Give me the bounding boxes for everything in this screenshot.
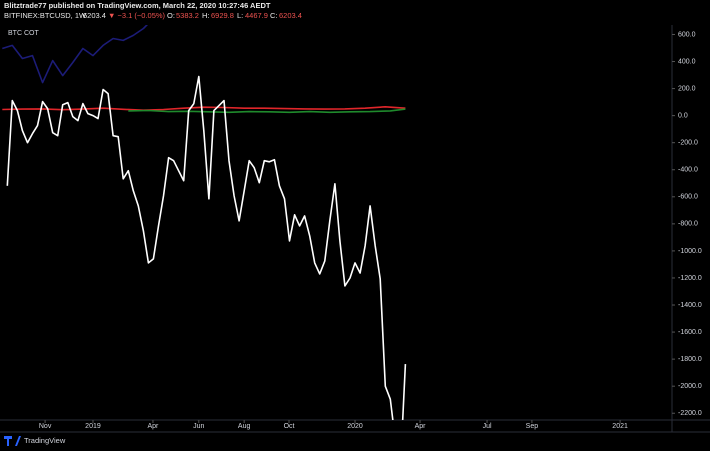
x-tick-label: Oct <box>284 423 295 430</box>
pane-title: BTC COT <box>8 30 39 37</box>
low: 4467.9 <box>245 11 268 20</box>
price-change: ▼ −3.1 (−0.05%) <box>108 11 166 20</box>
x-tick-label: 2021 <box>612 423 628 430</box>
high-label: H: <box>202 11 210 20</box>
open: 5383.2 <box>176 11 199 20</box>
y-tick-label: 0.0 <box>678 112 688 119</box>
y-tick-label: -1600.0 <box>678 329 702 336</box>
y-tick-label: -400.0 <box>678 167 698 174</box>
x-tick-label: Apr <box>147 423 159 430</box>
x-tick-label: 2019 <box>85 423 101 430</box>
close: 6203.4 <box>279 11 302 20</box>
x-tick-label: Nov <box>39 423 52 430</box>
high: 6929.8 <box>211 11 234 20</box>
y-tick-label: 400.0 <box>678 58 696 65</box>
x-tick-label: Jun <box>193 423 204 430</box>
y-tick-label: -1400.0 <box>678 302 702 309</box>
series-line <box>2 25 148 84</box>
y-tick-label: 600.0 <box>678 31 696 38</box>
publish-info: Blitztrade77 published on TradingView.co… <box>4 1 271 10</box>
series-line <box>128 108 406 114</box>
y-tick-label: -1200.0 <box>678 275 702 282</box>
y-tick-label: -1000.0 <box>678 248 702 255</box>
y-tick-label: -2000.0 <box>678 383 702 390</box>
logo <box>4 436 21 446</box>
x-tick-label: Jul <box>483 423 492 430</box>
y-tick-label: -600.0 <box>678 194 698 201</box>
series-line <box>6 75 407 420</box>
y-tick-label: -200.0 <box>678 140 698 147</box>
low-label: L: <box>237 11 243 20</box>
x-tick-label: 2020 <box>347 423 363 430</box>
open-label: O: <box>167 11 175 20</box>
y-tick-label: -800.0 <box>678 221 698 228</box>
x-tick-label: Aug <box>238 423 251 430</box>
close-label: C: <box>270 11 278 20</box>
price: 6203.4 <box>83 11 106 20</box>
brand[interactable]: TradingView <box>24 436 66 445</box>
x-tick-label: Sep <box>526 423 539 430</box>
x-tick-label: Apr <box>415 423 427 430</box>
y-tick-label: -1800.0 <box>678 356 702 363</box>
y-tick-label: -2200.0 <box>678 410 702 417</box>
symbol: BITFINEX:BTCUSD, 1W <box>4 11 87 20</box>
y-tick-label: 200.0 <box>678 85 696 92</box>
